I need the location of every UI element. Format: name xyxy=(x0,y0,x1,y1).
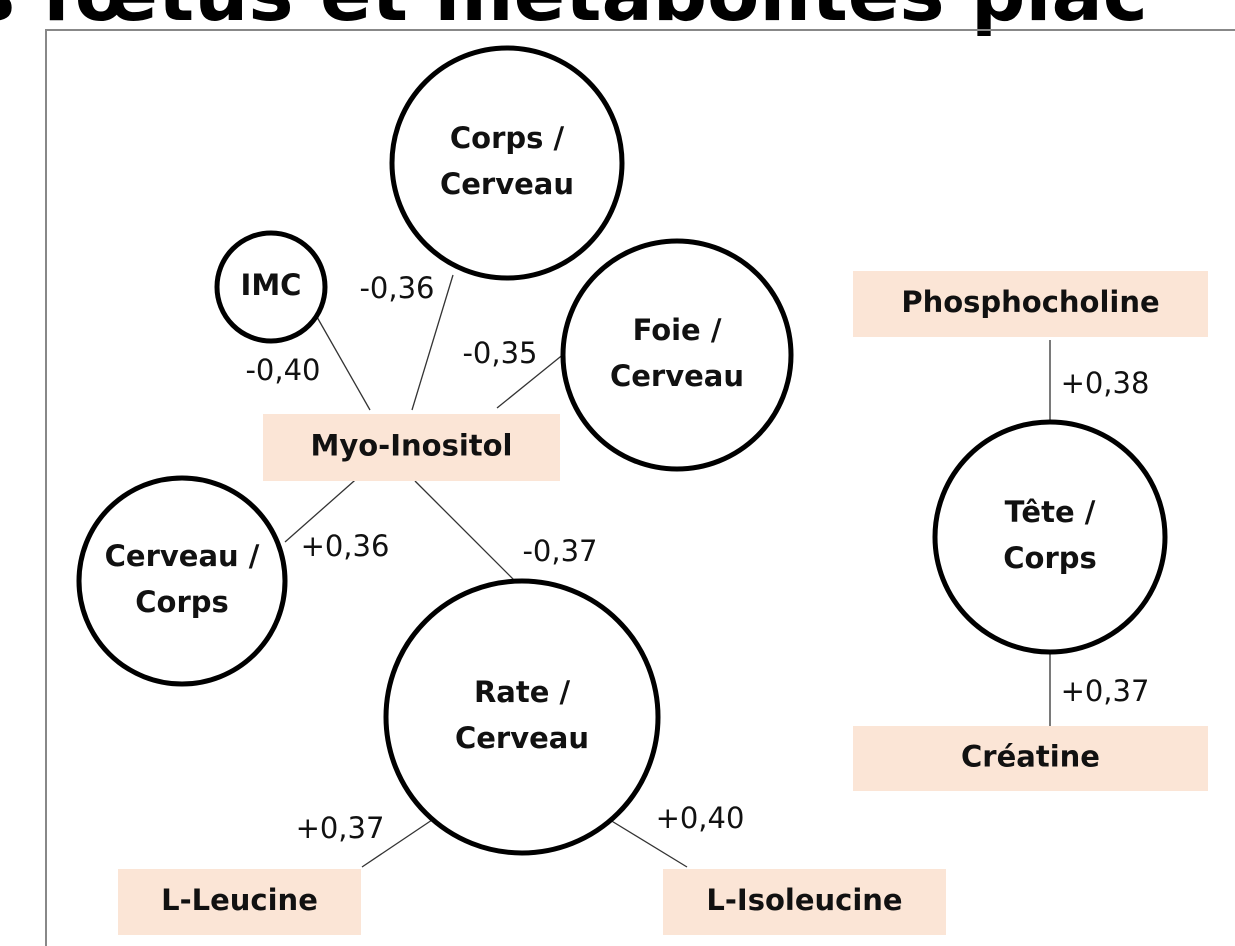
node-label: Foie / xyxy=(633,313,722,347)
node-label: Cerveau xyxy=(455,721,589,755)
node-label: Corps xyxy=(135,585,229,619)
edge-label: +0,38 xyxy=(1061,366,1150,400)
node-label: Cerveau xyxy=(440,167,574,201)
edge-label: +0,36 xyxy=(301,529,390,563)
node-label: Phosphocholine xyxy=(901,285,1159,319)
edge-label: -0,36 xyxy=(359,271,434,305)
node-box xyxy=(663,869,946,935)
node-box xyxy=(853,726,1208,791)
edge xyxy=(414,480,521,587)
frame xyxy=(45,29,1235,946)
edge-label: +0,37 xyxy=(296,811,385,845)
edge xyxy=(496,352,566,409)
node-label: L-Leucine xyxy=(161,883,318,917)
title: s fœtus et métabolites plac xyxy=(0,0,1148,38)
node-label: Tête / xyxy=(1005,495,1096,529)
edge-label: -0,35 xyxy=(462,336,537,370)
edge xyxy=(411,274,454,411)
node-box xyxy=(263,414,560,481)
node-label: L-Isoleucine xyxy=(706,883,902,917)
node-label: Cerveau xyxy=(610,359,744,393)
edge xyxy=(361,819,433,868)
edge xyxy=(609,819,688,868)
edge xyxy=(284,473,363,543)
node-circle xyxy=(214,230,328,344)
edge xyxy=(312,309,371,411)
node-label: Corps / xyxy=(450,121,565,155)
node-circle xyxy=(389,45,625,281)
edge-label: +0,37 xyxy=(1061,674,1150,708)
node-label: Rate / xyxy=(474,675,571,709)
node-circle xyxy=(76,475,288,687)
node-circle xyxy=(383,578,661,856)
node-box xyxy=(118,869,361,935)
node-label: Cerveau / xyxy=(105,539,260,573)
edge-label: -0,40 xyxy=(245,353,320,387)
node-box xyxy=(853,271,1208,337)
node-circle xyxy=(932,419,1168,655)
node-circle xyxy=(560,238,794,472)
node-label: Corps xyxy=(1003,541,1097,575)
edge-label: -0,37 xyxy=(522,534,597,568)
node-label: Créatine xyxy=(961,740,1100,774)
node-label: IMC xyxy=(241,268,302,302)
edge-label: +0,40 xyxy=(656,801,745,835)
node-label: Myo-Inositol xyxy=(310,429,512,463)
